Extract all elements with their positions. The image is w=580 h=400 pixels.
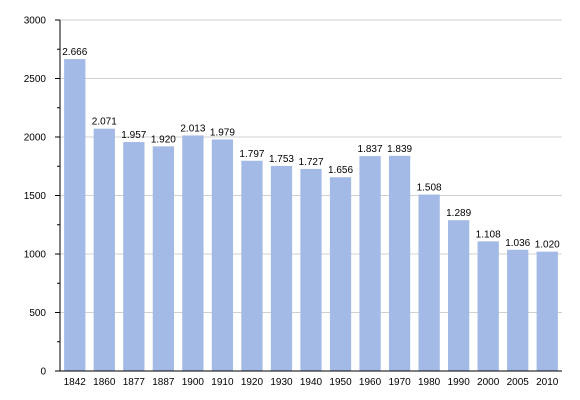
- data-label-1877: 1.957: [121, 130, 146, 141]
- x-tick-label: 1920: [241, 377, 264, 388]
- x-tick-label: 1877: [123, 377, 146, 388]
- x-axis-ticks: 1842 1860 1877 1887 1900 1910 1920 1930 1940 1950…: [64, 377, 559, 388]
- x-tick-label: 1887: [152, 377, 175, 388]
- data-label-1860: 2.071: [92, 117, 117, 128]
- data-label-1930: 1.753: [269, 154, 294, 165]
- data-label-1980: 1.508: [417, 183, 442, 194]
- bar-1860: [93, 128, 115, 371]
- x-tick-label: 1930: [270, 377, 293, 388]
- y-tick-label: 1500: [24, 191, 47, 202]
- data-label-2000: 1.108: [476, 229, 501, 240]
- data-label-1920: 1.797: [239, 149, 264, 160]
- y-tick-label: 1000: [24, 250, 47, 261]
- y-tick-label: 2000: [24, 133, 47, 144]
- x-tick-label: 2005: [507, 377, 530, 388]
- bar-2010: [536, 251, 558, 371]
- x-tick-label: 1900: [182, 377, 205, 388]
- data-label-2010: 1.020: [535, 240, 560, 251]
- y-tick-label: 0: [40, 367, 46, 378]
- x-tick-label: 1940: [300, 377, 323, 388]
- data-labels: 2.666 2.071 1.957 1.920 2.013 1.979 1.797 1.753…: [62, 47, 560, 251]
- y-tick-label: 3000: [24, 16, 47, 27]
- bar-1910: [211, 139, 234, 371]
- data-label-1842: 2.666: [62, 47, 87, 58]
- bar-1842: [64, 59, 86, 371]
- bar-1877: [123, 142, 145, 371]
- x-tick-label: 1970: [388, 377, 411, 388]
- x-tick-label: 1910: [211, 377, 234, 388]
- bar-1920: [241, 160, 263, 371]
- bar-1930: [270, 165, 293, 371]
- bar-1940: [300, 168, 322, 371]
- bar-1970: [388, 155, 411, 371]
- data-label-1970: 1.839: [387, 144, 412, 155]
- data-label-1940: 1.727: [298, 157, 323, 168]
- x-tick-label: 1990: [448, 377, 471, 388]
- bars: [64, 59, 558, 371]
- bar-1950: [329, 177, 352, 371]
- bar-1980: [418, 194, 440, 371]
- y-axis-ticks: 0 500 1000 1500 2000 2500 3000: [24, 16, 60, 378]
- x-tick-label: 1860: [93, 377, 116, 388]
- bar-1887: [152, 146, 174, 371]
- x-tick-label: 1980: [418, 377, 441, 388]
- data-label-1910: 1.979: [210, 127, 235, 138]
- bar-2000: [477, 241, 499, 371]
- y-tick-label: 500: [29, 308, 46, 319]
- x-tick-label: 2010: [536, 377, 559, 388]
- x-tick-label: 1950: [329, 377, 352, 388]
- data-label-1990: 1.289: [446, 208, 471, 219]
- bar-1900: [182, 135, 204, 371]
- bar-2005: [507, 249, 529, 371]
- data-label-1900: 2.013: [180, 123, 205, 134]
- bar-1960: [359, 156, 381, 371]
- y-tick-label: 2500: [24, 74, 47, 85]
- data-label-2005: 1.036: [505, 238, 530, 249]
- x-tick-label: 1842: [64, 377, 87, 388]
- x-tick-label: 2000: [477, 377, 500, 388]
- bar-1990: [448, 220, 470, 371]
- data-label-1887: 1.920: [151, 134, 176, 145]
- data-label-1960: 1.837: [358, 144, 383, 155]
- x-tick-label: 1960: [359, 377, 382, 388]
- data-label-1950: 1.656: [328, 165, 353, 176]
